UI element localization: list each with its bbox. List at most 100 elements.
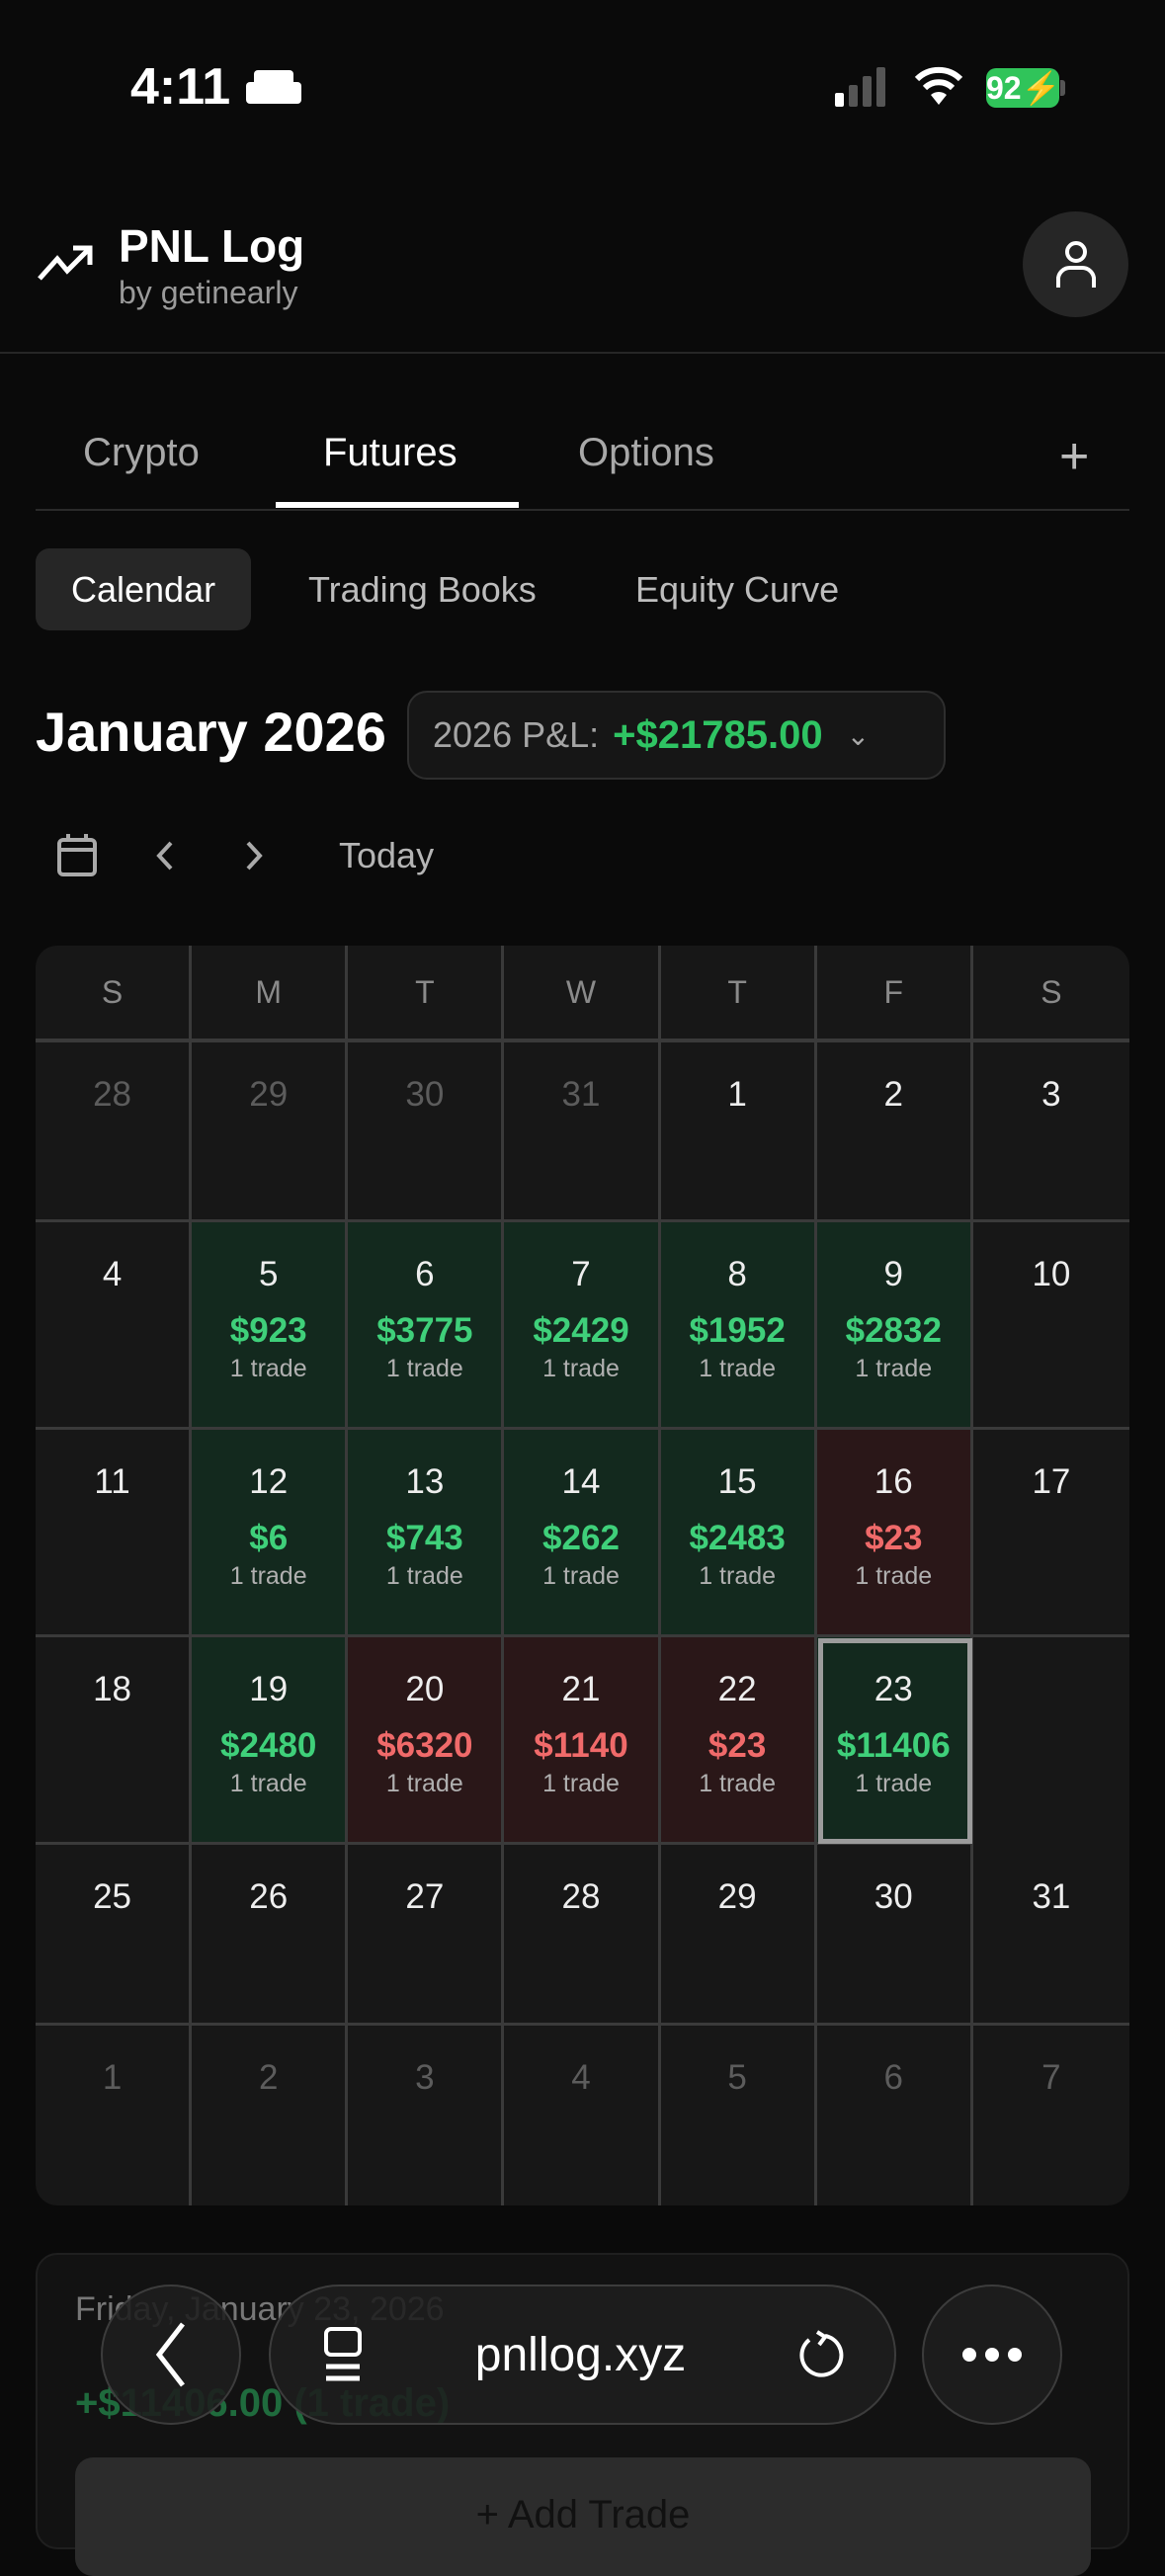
trade-count: 1 trade <box>855 1770 933 1797</box>
day-number: 5 <box>727 2058 747 2097</box>
tabs-icon <box>324 2327 362 2381</box>
profile-button[interactable] <box>1023 211 1128 317</box>
cellular-signal-icon <box>835 65 885 107</box>
calendar-day[interactable]: 31 <box>972 1845 1129 2026</box>
day-number: 21 <box>561 1670 601 1708</box>
subtab-trading-books[interactable]: Trading Books <box>308 569 537 610</box>
day-number: 10 <box>1032 1255 1071 1293</box>
calendar-picker-icon[interactable] <box>55 832 99 877</box>
calendar-day[interactable]: 7 $2429 1 trade <box>504 1222 661 1430</box>
battery-indicator: 92⚡ <box>986 68 1061 108</box>
calendar-day[interactable]: 3 <box>972 1042 1129 1222</box>
calendar-day[interactable]: 17 <box>972 1430 1129 1637</box>
trade-count: 1 trade <box>699 1355 777 1382</box>
calendar-day[interactable]: 21 $1140 1 trade <box>504 1637 661 1845</box>
day-number: 28 <box>561 1877 601 1916</box>
calendar-day[interactable]: 6 <box>817 2026 973 2205</box>
calendar-day[interactable]: 1 <box>36 2026 193 2205</box>
day-pnl: $1952 <box>689 1311 786 1350</box>
day-number: 13 <box>405 1462 445 1501</box>
calendar-day[interactable]: 6 $3775 1 trade <box>348 1222 505 1430</box>
calendar-day[interactable]: 9 $2832 1 trade <box>816 1222 973 1430</box>
calendar-day[interactable]: 23 $11406 1 trade <box>816 1637 973 1845</box>
calendar-day[interactable]: 25 <box>36 1845 193 2026</box>
day-pnl: $262 <box>542 1519 620 1557</box>
wifi-icon <box>914 66 963 105</box>
calendar-day[interactable]: 28 <box>36 1042 193 1222</box>
day-number: 31 <box>1032 1877 1071 1916</box>
weekday-header: T <box>660 946 817 1042</box>
calendar-day[interactable]: 13 $743 1 trade <box>348 1430 505 1637</box>
day-number: 1 <box>727 1075 747 1114</box>
calendar-day[interactable]: 28 <box>504 1845 661 2026</box>
calendar-day[interactable]: 5 <box>661 2026 817 2205</box>
day-pnl: $6320 <box>376 1726 473 1765</box>
more-options-button[interactable] <box>922 2285 1062 2425</box>
day-number: 20 <box>405 1670 445 1708</box>
address-bar[interactable]: pnllog.xyz <box>269 2285 896 2425</box>
weekday-header: F <box>816 946 973 1042</box>
calendar-day[interactable]: 26 <box>192 1845 349 2026</box>
day-number: 30 <box>405 1075 445 1114</box>
day-number: 2 <box>258 2058 279 2097</box>
trade-count: 1 trade <box>229 1355 307 1382</box>
calendar-day[interactable]: 30 <box>348 1042 505 1222</box>
calendar-day[interactable]: 20 $6320 1 trade <box>348 1637 505 1845</box>
tab-options[interactable]: Options <box>578 431 714 474</box>
calendar-day[interactable]: 11 <box>36 1430 193 1637</box>
day-number: 31 <box>561 1075 601 1114</box>
calendar-day[interactable]: 8 $1952 1 trade <box>660 1222 817 1430</box>
calendar-day[interactable]: 3 <box>348 2026 505 2205</box>
tab-futures[interactable]: Futures <box>323 431 458 474</box>
day-number: 26 <box>249 1877 289 1916</box>
calendar-day[interactable]: 19 $2480 1 trade <box>192 1637 349 1845</box>
day-number: 19 <box>249 1670 289 1708</box>
calendar-day[interactable]: 10 <box>972 1222 1129 1430</box>
calendar-day[interactable]: 16 $23 1 trade <box>816 1430 973 1637</box>
calendar-day[interactable]: 2 <box>816 1042 973 1222</box>
month-title: January 2026 <box>36 701 386 763</box>
add-tab-button[interactable]: + <box>1059 428 1090 485</box>
calendar-day[interactable]: 22 $23 1 trade <box>660 1637 817 1845</box>
day-number: 4 <box>571 2058 591 2097</box>
calendar-day[interactable]: 31 <box>504 1042 661 1222</box>
yearly-pnl-dropdown[interactable]: 2026 P&L: +$21785.00 ⌄ <box>407 691 946 780</box>
day-number: 29 <box>717 1877 757 1916</box>
calendar-day[interactable]: 30 <box>816 1845 973 2026</box>
tab-crypto[interactable]: Crypto <box>83 431 200 474</box>
trade-count: 1 trade <box>855 1562 933 1590</box>
today-button[interactable]: Today <box>339 835 435 875</box>
calendar-day[interactable]: 4 <box>36 1222 193 1430</box>
calendar-day[interactable]: 2 <box>192 2026 349 2205</box>
trade-count: 1 trade <box>542 1562 620 1590</box>
day-number: 29 <box>249 1075 289 1114</box>
calendar-day[interactable]: 7 <box>973 2026 1129 2205</box>
next-month-button[interactable] <box>242 840 266 872</box>
calendar-day[interactable]: 15 $2483 1 trade <box>660 1430 817 1637</box>
calendar-day[interactable]: 18 <box>36 1637 193 1845</box>
add-trade-button[interactable]: + Add Trade <box>75 2457 1091 2576</box>
reload-icon[interactable] <box>795 2330 845 2379</box>
trade-count: 1 trade <box>229 1562 307 1590</box>
day-pnl: $2483 <box>689 1519 786 1557</box>
previous-month-button[interactable] <box>153 840 177 872</box>
calendar-day[interactable]: 5 $923 1 trade <box>192 1222 349 1430</box>
calendar-day[interactable]: 14 $262 1 trade <box>504 1430 661 1637</box>
browser-back-button[interactable] <box>101 2285 241 2425</box>
calendar-day[interactable]: 29 <box>660 1845 817 2026</box>
day-number: 28 <box>93 1075 132 1114</box>
day-number: 12 <box>249 1462 289 1501</box>
calendar-day[interactable]: 4 <box>504 2026 661 2205</box>
day-number: 22 <box>717 1670 757 1708</box>
calendar-day[interactable]: 29 <box>192 1042 349 1222</box>
day-number: 14 <box>561 1462 601 1501</box>
subtab-calendar[interactable]: Calendar <box>36 548 252 630</box>
calendar-day[interactable]: 27 <box>348 1845 505 2026</box>
calendar-day[interactable]: 12 $6 1 trade <box>192 1430 349 1637</box>
tab-divider <box>36 509 1129 511</box>
subtab-equity-curve[interactable]: Equity Curve <box>635 569 840 610</box>
day-number: 9 <box>883 1255 903 1293</box>
calendar-day[interactable]: 1 <box>660 1042 817 1222</box>
trade-count: 1 trade <box>385 1770 463 1797</box>
weekday-header: S <box>36 946 193 1042</box>
